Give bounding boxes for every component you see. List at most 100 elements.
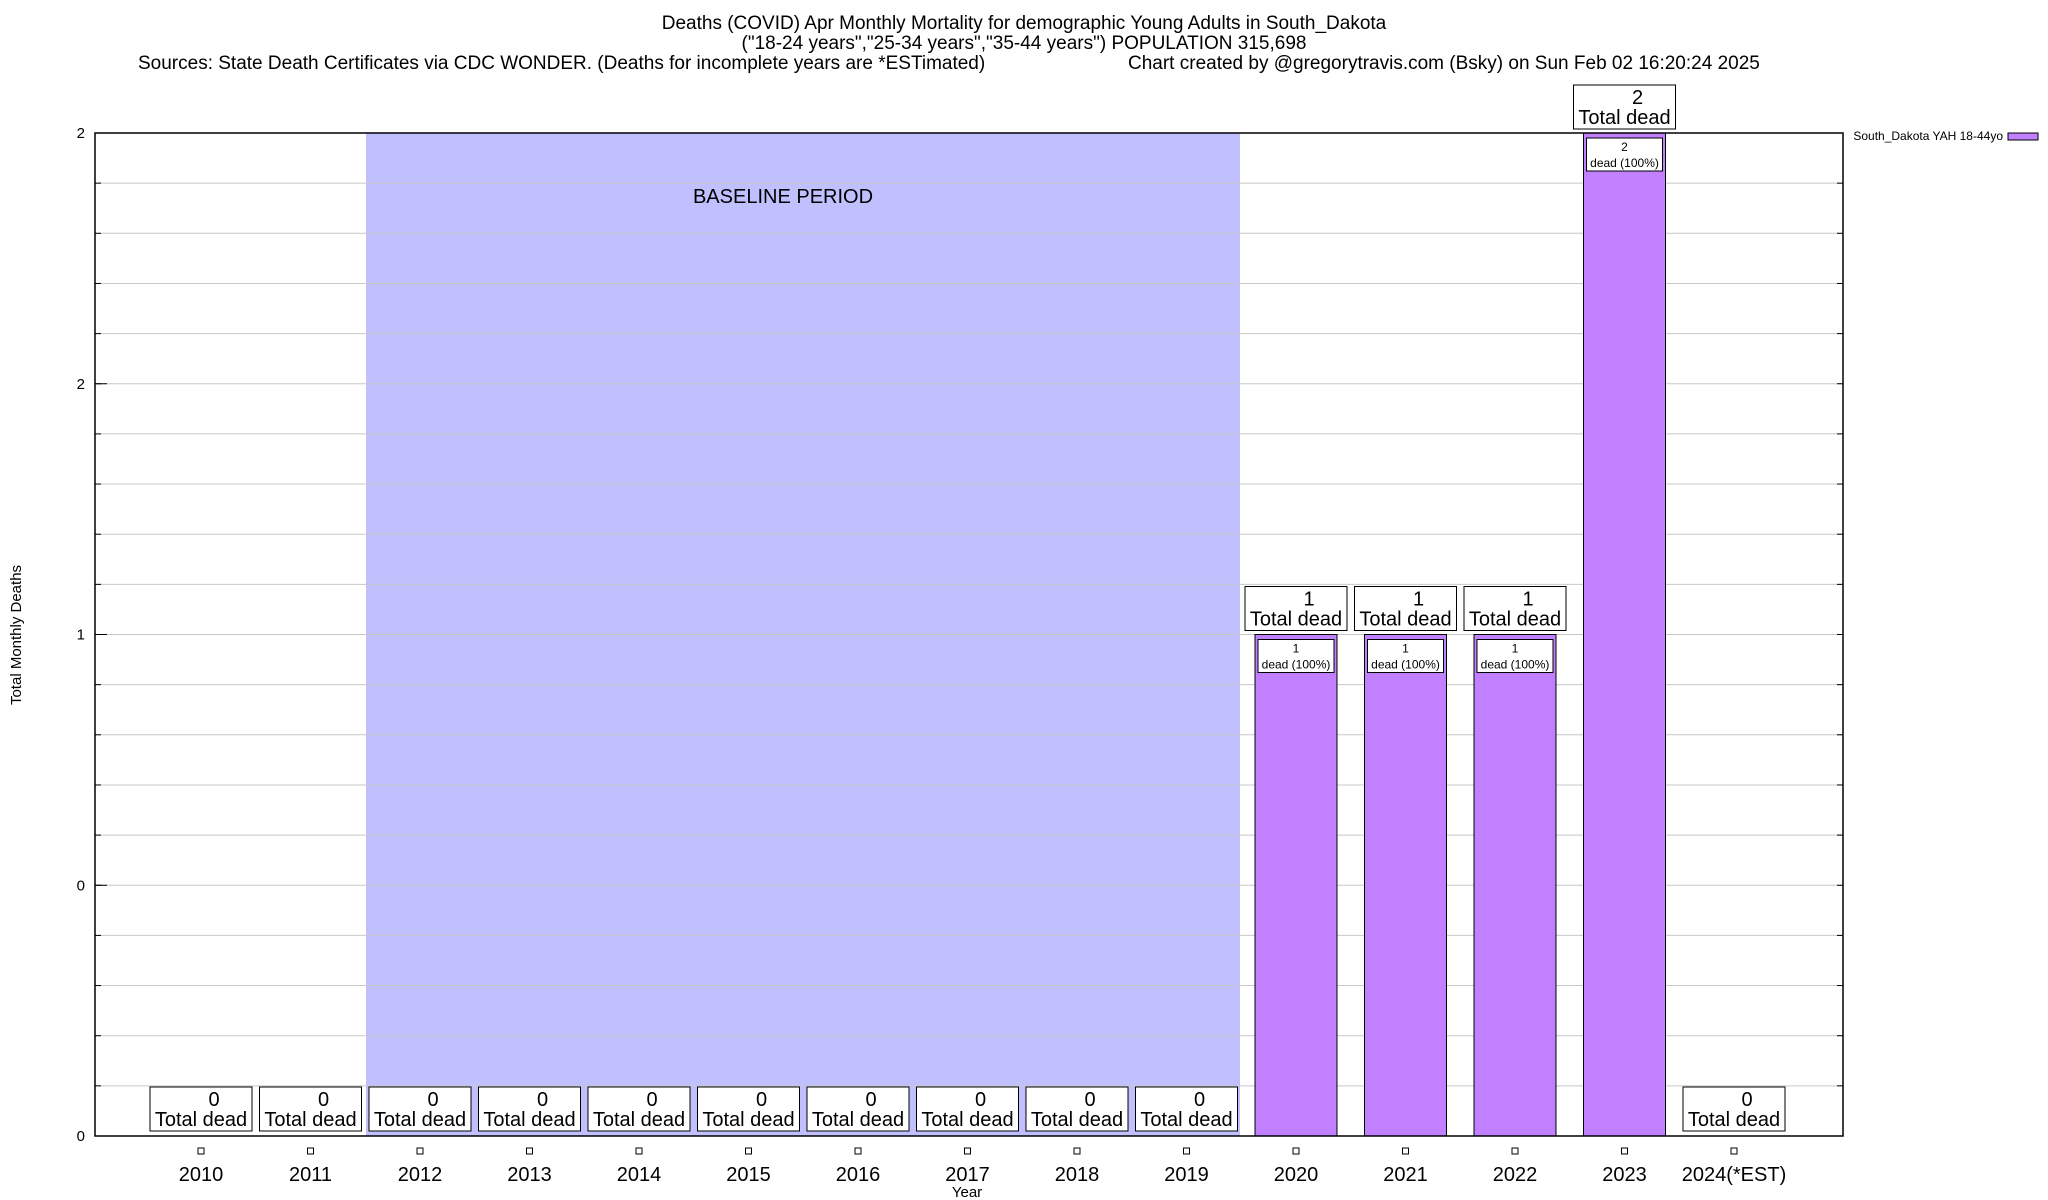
plot-frame [94, 132, 1844, 1137]
total-value: 0 [1084, 1089, 1095, 1111]
x-tick-label: 2017 [945, 1164, 990, 1186]
bar [1583, 132, 1666, 1137]
x-tick-label: 2020 [1274, 1164, 1319, 1186]
x-tick-label: 2024(*EST) [1682, 1164, 1787, 1186]
x-tick-marker [635, 1147, 643, 1155]
bar-inner-value: 1 [1512, 642, 1519, 656]
total-label-box [1135, 1086, 1238, 1132]
chart-subtitle: ("18-24 years","25-34 years","35-44 year… [741, 33, 1307, 54]
total-label-box [1354, 586, 1457, 631]
x-tick-label: 2015 [726, 1164, 771, 1186]
x-tick-label: 2013 [507, 1164, 552, 1186]
total-label-box [149, 1086, 253, 1132]
total-label: Total dead [1578, 107, 1670, 129]
total-value: 0 [1741, 1089, 1752, 1111]
x-tick-label: 2018 [1055, 1164, 1100, 1186]
total-value: 1 [1303, 589, 1314, 611]
bar-inner-label: dead (100%) [1481, 658, 1550, 672]
x-tick-marker [1621, 1147, 1628, 1155]
total-label: Total dead [921, 1109, 1013, 1131]
total-label: Total dead [593, 1109, 685, 1131]
x-tick-label: 2019 [1164, 1164, 1209, 1186]
legend-swatch [2007, 132, 2039, 141]
total-label: Total dead [812, 1109, 904, 1131]
chart-credit: Chart created by @gregorytravis.com (Bsk… [1128, 53, 1760, 74]
total-label-box [916, 1086, 1019, 1132]
total-label: Total dead [264, 1109, 356, 1131]
bar-inner-label-box [1586, 137, 1663, 172]
baseline-label: BASELINE PERIOD [693, 186, 873, 208]
total-value: 1 [1413, 589, 1424, 611]
total-label-box [806, 1086, 910, 1132]
total-label: Total dead [1140, 1109, 1232, 1131]
total-label: Total dead [483, 1109, 575, 1131]
total-label: Total dead [374, 1109, 466, 1131]
bar-inner-value: 1 [1402, 642, 1409, 656]
legend-label: South_Dakota YAH 18-44yo [1853, 129, 2003, 143]
total-label: Total dead [155, 1109, 247, 1131]
x-tick-label: 2016 [836, 1164, 881, 1186]
total-label-box [1682, 1086, 1786, 1132]
x-tick-marker [307, 1147, 314, 1155]
total-label: Total dead [702, 1109, 794, 1131]
bar-inner-label: dead (100%) [1262, 658, 1331, 672]
bar-inner-label-box [1476, 639, 1554, 673]
total-label: Total dead [1469, 609, 1561, 631]
x-tick-marker [1183, 1147, 1190, 1155]
x-tick-marker [854, 1147, 862, 1155]
bar [1254, 634, 1338, 1137]
total-value: 0 [865, 1089, 876, 1111]
x-axis-title: Year [952, 1184, 982, 1200]
x-tick-label: 2021 [1383, 1164, 1428, 1186]
y-tick-label: 1 [77, 627, 85, 644]
total-label: Total dead [1688, 1109, 1780, 1131]
x-tick-label: 2010 [179, 1164, 224, 1186]
total-label-box [478, 1086, 581, 1132]
x-tick-marker [197, 1147, 205, 1155]
total-label-box [587, 1086, 691, 1132]
x-tick-marker [1073, 1147, 1081, 1155]
x-tick-marker [1511, 1147, 1519, 1155]
x-tick-label: 2014 [617, 1164, 662, 1186]
x-tick-marker [1402, 1147, 1409, 1155]
bar-inner-label: dead (100%) [1590, 156, 1659, 170]
total-value: 2 [1632, 87, 1643, 109]
y-tick-label: 2 [77, 125, 85, 142]
total-label: Total dead [1031, 1109, 1123, 1131]
bar-inner-label-box [1367, 639, 1444, 673]
total-value: 0 [427, 1089, 438, 1111]
total-label-box [368, 1086, 472, 1132]
x-tick-marker [1730, 1147, 1738, 1155]
x-tick-marker [526, 1147, 533, 1155]
bar-inner-label: dead (100%) [1371, 658, 1440, 672]
bar-inner-label-box [1257, 639, 1335, 673]
total-value: 0 [756, 1089, 767, 1111]
total-value: 0 [318, 1089, 329, 1111]
bar [1364, 634, 1447, 1137]
y-axis-title: Total Monthly Deaths [8, 565, 25, 705]
x-tick-marker [1292, 1147, 1300, 1155]
x-tick-marker [745, 1147, 752, 1155]
total-value: 0 [646, 1089, 657, 1111]
total-value: 0 [1194, 1089, 1205, 1111]
x-tick-label: 2011 [289, 1164, 332, 1186]
x-tick-label: 2012 [398, 1164, 443, 1186]
y-tick-label: 0 [77, 877, 85, 894]
chart-sources: Sources: State Death Certificates via CD… [138, 53, 986, 74]
chart-title: Deaths (COVID) Apr Monthly Mortality for… [661, 13, 1387, 34]
total-label-box [1244, 586, 1348, 631]
total-label-box [697, 1086, 800, 1132]
bar-inner-value: 1 [1293, 642, 1300, 656]
y-tick-label: 0 [77, 1128, 85, 1145]
total-label-box [1573, 84, 1676, 130]
total-label-box [259, 1086, 362, 1132]
y-tick-label: 2 [77, 376, 85, 393]
bar [1473, 634, 1557, 1137]
bar-inner-value: 2 [1621, 140, 1628, 154]
x-tick-marker [416, 1147, 424, 1155]
x-tick-marker [964, 1147, 971, 1155]
total-label: Total dead [1359, 609, 1451, 631]
total-value: 0 [537, 1089, 548, 1111]
total-value: 0 [975, 1089, 986, 1111]
